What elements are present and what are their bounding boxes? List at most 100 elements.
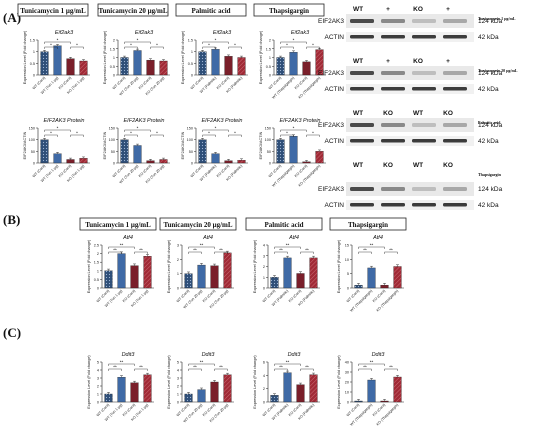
bar — [197, 389, 206, 403]
significance-mark: * — [293, 126, 295, 131]
bar — [224, 160, 233, 164]
significance-mark: ** — [219, 248, 223, 253]
significance-bracket — [274, 251, 288, 254]
bar — [283, 372, 292, 403]
blot-size-label: 124 kDa — [478, 122, 503, 129]
chart-title: Atf4 — [122, 235, 133, 241]
significance-bracket — [70, 134, 84, 137]
significance-mark: ** — [120, 243, 124, 248]
bar — [354, 400, 363, 403]
y-axis-label: Expression Level (Fold change) — [167, 239, 171, 293]
blot-membrane — [346, 118, 474, 132]
blot-lane-label: WT — [413, 162, 423, 169]
y-tick-label: 2 — [97, 385, 99, 389]
y-tick-label: 2.5 — [94, 244, 99, 248]
chart-title: Ddit3 — [372, 352, 386, 358]
significance-mark: * — [208, 43, 210, 48]
blot-lane-label: + — [386, 58, 390, 65]
bar — [198, 51, 207, 76]
b-header-0-text: Tunicamycin 1 μg/mL — [85, 221, 151, 229]
chart-title: Ddit3 — [202, 352, 216, 358]
bar — [159, 60, 168, 76]
blot-treatment-label: Tunicamycin 20 μg/mL — [478, 68, 518, 73]
y-tick-label: 20 — [345, 381, 349, 385]
significance-bracket — [134, 368, 148, 371]
bar — [79, 60, 88, 76]
significance-mark: ** — [113, 365, 117, 370]
bar — [130, 265, 139, 289]
significance-bracket — [188, 251, 202, 254]
bar — [354, 284, 363, 289]
significance-mark: * — [76, 131, 78, 136]
bar — [146, 160, 155, 164]
blot-lane-label: + — [446, 6, 450, 13]
blot-lane-label: WT — [413, 110, 423, 117]
bar — [117, 253, 126, 289]
bar — [198, 139, 207, 164]
significance-bracket — [124, 134, 138, 137]
bar — [223, 374, 232, 403]
a-header-1-box — [97, 3, 169, 17]
blot-membrane — [346, 182, 474, 196]
y-axis-label: Expression Level (Fold change) — [337, 355, 341, 409]
significance-bracket — [306, 134, 320, 137]
panel-label-c: (C) — [3, 325, 22, 340]
y-tick-label: 1.5 — [94, 261, 99, 265]
blot-lane-label: WT — [353, 162, 363, 169]
a-header-0-text: Tunicamycin 1 μg/mL — [20, 7, 86, 15]
blot-size-label: 42 kDa — [478, 34, 499, 41]
significance-mark: ** — [139, 248, 143, 253]
y-tick-label: 2 — [263, 387, 265, 391]
blot-row-label: ACTIN — [325, 138, 345, 145]
y-tick-label: 50 — [111, 150, 115, 154]
chart-title: Ddit3 — [122, 352, 136, 358]
blot-size-label: 124 kDa — [478, 186, 503, 193]
significance-mark: * — [293, 38, 295, 43]
blot-band — [381, 123, 405, 127]
significance-mark: ** — [279, 365, 283, 370]
a-header-3-text: Thapsigargin — [269, 7, 309, 15]
y-tick-label: 2 — [97, 252, 99, 256]
significance-bracket — [300, 368, 314, 371]
significance-bracket — [280, 41, 307, 44]
y-tick-label: 0.5 — [30, 62, 35, 66]
blot-band — [412, 35, 436, 39]
significance-mark: * — [286, 131, 288, 136]
significance-bracket — [202, 46, 216, 49]
blot-membrane — [346, 32, 474, 42]
significance-bracket — [108, 363, 135, 366]
y-tick-label: 50 — [189, 150, 193, 154]
y-tick-label: 150 — [187, 127, 193, 131]
bar — [283, 257, 292, 289]
a-header-3-box — [253, 3, 325, 17]
significance-mark: ** — [305, 365, 309, 370]
significance-bracket — [214, 368, 228, 371]
b-header-0-box — [79, 217, 157, 231]
blot-band — [443, 35, 467, 39]
panel-label-a: (A) — [3, 10, 22, 25]
y-tick-label: 150 — [29, 127, 35, 131]
blot-size-label: 124 kDa — [478, 70, 503, 77]
bar — [211, 153, 220, 164]
y-tick-label: 0.5 — [266, 65, 271, 69]
significance-bracket — [280, 46, 294, 49]
significance-mark: * — [50, 131, 52, 136]
blot-lane-label: WT — [353, 58, 363, 65]
blot-lane-label: + — [446, 58, 450, 65]
significance-bracket — [358, 246, 385, 249]
y-tick-label: 0 — [97, 401, 99, 405]
bar — [296, 273, 305, 289]
y-axis-label: Expression Level (Fold change) — [23, 30, 27, 84]
bar — [133, 145, 142, 164]
significance-bracket — [124, 129, 151, 132]
blot-membrane — [346, 136, 474, 146]
y-tick-label: 3 — [263, 254, 265, 258]
significance-mark: * — [137, 126, 139, 131]
blot-lane-label: KO — [443, 162, 453, 169]
blot-row-label: EIF2AK3 — [318, 122, 344, 129]
significance-mark: ** — [370, 243, 374, 248]
bar — [210, 381, 219, 403]
bar — [367, 379, 376, 403]
bar — [104, 393, 113, 403]
bar — [276, 57, 285, 76]
